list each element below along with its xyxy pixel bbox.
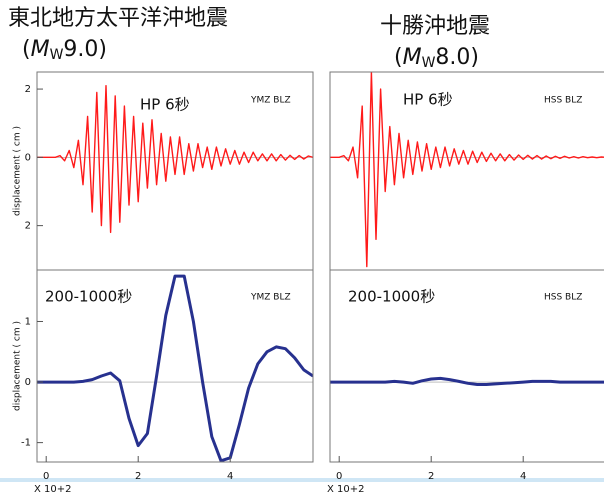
y-axis-label: displacement ( cm ) bbox=[13, 126, 23, 216]
annotation: HP 6秒 bbox=[403, 91, 453, 109]
y-tick-label: 2 bbox=[25, 221, 31, 232]
heading-title: 十勝沖地震 bbox=[380, 14, 490, 39]
mag-value: 8.0) bbox=[435, 45, 479, 70]
y-tick-label: 0 bbox=[25, 152, 31, 163]
trace bbox=[37, 274, 313, 462]
panel bbox=[37, 274, 313, 462]
paren: ( bbox=[22, 37, 31, 62]
panel bbox=[330, 376, 604, 386]
mag-sub: W bbox=[422, 55, 436, 71]
x-tick-label: 2 bbox=[428, 471, 434, 482]
annotation: HSS BLZ bbox=[544, 96, 582, 106]
y-tick-label: 0 bbox=[25, 377, 31, 388]
x-tick-label: 4 bbox=[227, 471, 233, 482]
x-axis-label: X 10+2 bbox=[327, 484, 365, 495]
annotation: HSS BLZ bbox=[544, 293, 582, 303]
annotation: 200-1000秒 bbox=[348, 288, 435, 306]
paren: ( bbox=[394, 45, 403, 70]
trace bbox=[330, 72, 604, 268]
y-tick-label: -1 bbox=[21, 438, 31, 449]
y-tick-label: 1 bbox=[25, 316, 31, 327]
heading-magnitude: (MW8.0) bbox=[394, 45, 479, 71]
annotation: YMZ BLZ bbox=[250, 96, 291, 106]
panel-frame bbox=[329, 269, 604, 463]
x-tick-label: 4 bbox=[520, 471, 526, 482]
heading-magnitude: (MW9.0) bbox=[22, 37, 107, 63]
panel bbox=[37, 85, 313, 234]
annotation: 200-1000秒 bbox=[45, 288, 132, 306]
panel-frame bbox=[36, 269, 314, 463]
x-tick-label: 0 bbox=[43, 471, 49, 482]
y-tick-label: 2 bbox=[25, 84, 31, 95]
mag-value: 9.0) bbox=[63, 37, 107, 62]
trace bbox=[330, 376, 604, 386]
heading-title: 東北地方太平洋沖地震 bbox=[8, 6, 228, 31]
mag-symbol: M bbox=[31, 37, 50, 62]
annotation: HP 6秒 bbox=[140, 96, 190, 114]
panel bbox=[330, 72, 604, 268]
slide-band bbox=[0, 478, 604, 482]
mag-symbol: M bbox=[403, 45, 422, 70]
x-tick-label: 0 bbox=[336, 471, 342, 482]
y-axis-label: displacement ( cm ) bbox=[13, 321, 23, 411]
trace bbox=[37, 85, 313, 234]
mag-sub: W bbox=[50, 47, 64, 63]
annotation: YMZ BLZ bbox=[250, 293, 291, 303]
x-axis-label: X 10+2 bbox=[34, 484, 72, 495]
x-tick-label: 2 bbox=[135, 471, 141, 482]
